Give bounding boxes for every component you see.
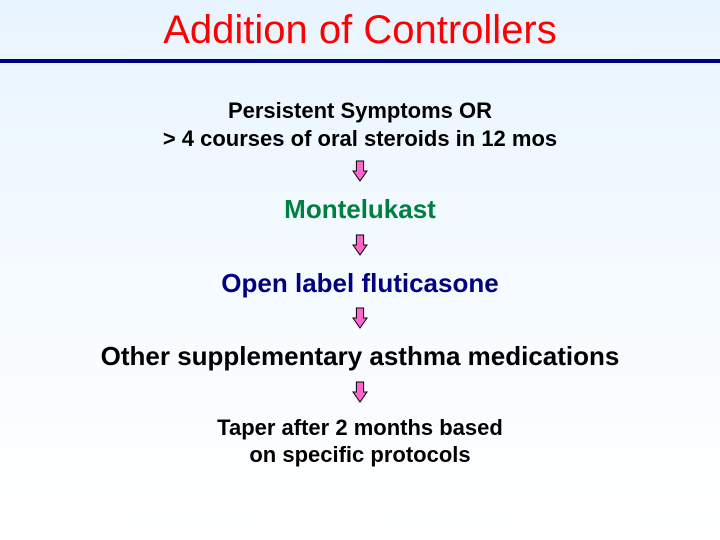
arrow-4 xyxy=(352,381,368,408)
step-5-line-2: on specific protocols xyxy=(217,441,503,469)
slide-title-text: Addition of Controllers xyxy=(163,8,557,52)
step-4: Other supplementary asthma medications xyxy=(101,340,620,373)
arrow-2 xyxy=(352,234,368,261)
step-2: Montelukast xyxy=(284,193,436,226)
step-1-line-2: > 4 courses of oral steroids in 12 mos xyxy=(163,125,557,153)
step-5: Taper after 2 months based on specific p… xyxy=(217,414,503,469)
step-2-line-1: Montelukast xyxy=(284,193,436,226)
arrow-3 xyxy=(352,307,368,334)
step-1: Persistent Symptoms OR > 4 courses of or… xyxy=(163,97,557,152)
step-3-line-1: Open label fluticasone xyxy=(221,267,498,300)
step-5-line-1: Taper after 2 months based xyxy=(217,414,503,442)
step-4-line-1: Other supplementary asthma medications xyxy=(101,340,620,373)
flow-content: Persistent Symptoms OR > 4 courses of or… xyxy=(0,63,720,469)
step-1-line-1: Persistent Symptoms OR xyxy=(163,97,557,125)
slide-title: Addition of Controllers xyxy=(0,0,720,59)
step-3: Open label fluticasone xyxy=(221,267,498,300)
arrow-1 xyxy=(352,160,368,187)
